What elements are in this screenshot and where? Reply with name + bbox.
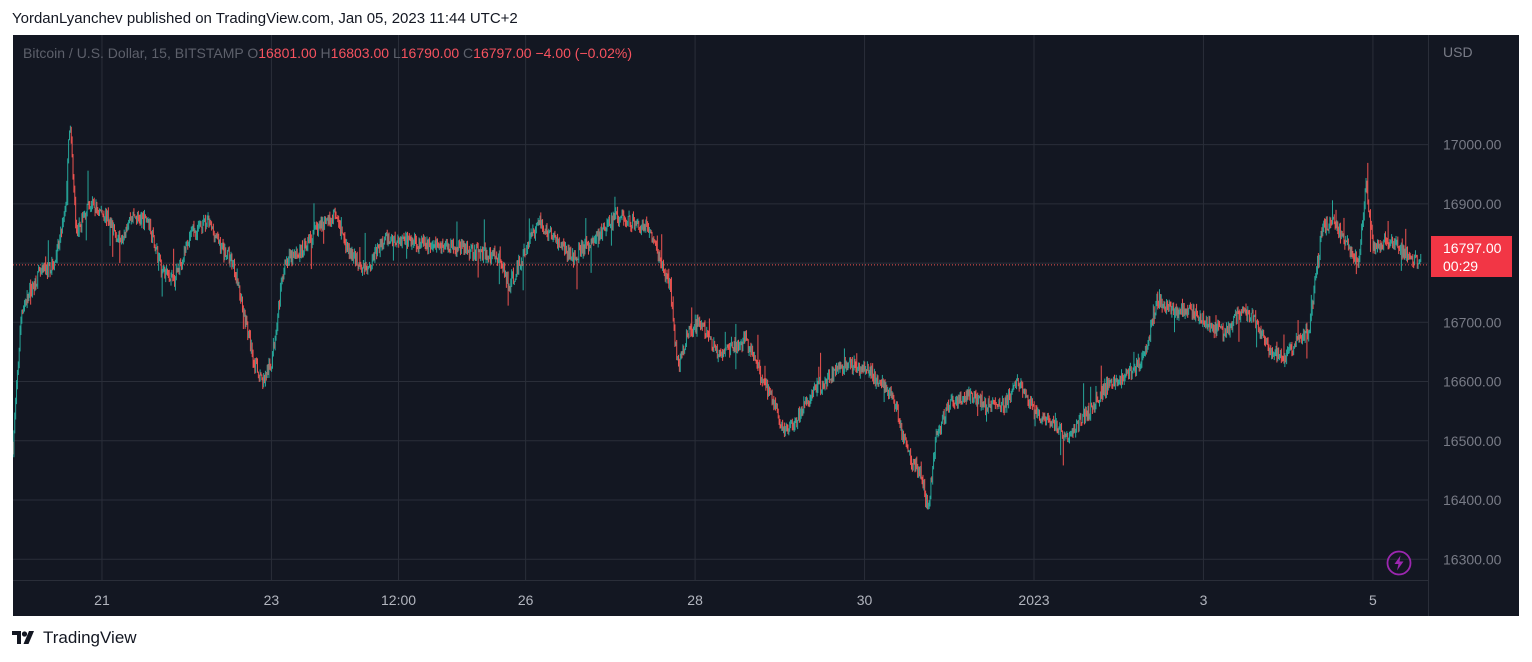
price-tick-label: 16700.00 xyxy=(1443,314,1502,330)
time-axis-divider xyxy=(13,580,1428,581)
price-axis[interactable]: 17000.0016900.0016800.0016700.0016600.00… xyxy=(1443,137,1502,568)
tradingview-brand: TradingView xyxy=(12,628,137,648)
time-tick-label: 12:00 xyxy=(381,592,416,608)
candles xyxy=(13,125,1422,510)
brand-name: TradingView xyxy=(43,628,137,647)
time-tick-label: 21 xyxy=(94,592,110,608)
time-tick-label: 23 xyxy=(264,592,280,608)
close-label: C xyxy=(463,45,474,61)
open-value: 16801.00 xyxy=(258,45,317,61)
price-axis-divider xyxy=(1428,35,1429,616)
low-value: 16790.00 xyxy=(400,45,460,61)
symbol-description: Bitcoin / U.S. Dollar, 15, BITSTAMP xyxy=(23,45,244,61)
open-label: O xyxy=(247,45,259,61)
time-tick-label: 2023 xyxy=(1018,592,1049,608)
lightning-bolt-icon[interactable] xyxy=(1386,550,1412,576)
time-tick-label: 5 xyxy=(1369,592,1377,608)
price-tick-label: 16600.00 xyxy=(1443,374,1502,390)
chart-pane[interactable]: USD 17000.0016900.0016800.0016700.001660… xyxy=(13,35,1519,616)
price-tick-label: 16400.00 xyxy=(1443,492,1502,508)
time-tick-label: 3 xyxy=(1200,592,1208,608)
time-tick-label: 26 xyxy=(518,592,534,608)
ohlc-legend: Bitcoin / U.S. Dollar, 15, BITSTAMP O168… xyxy=(23,45,632,61)
price-tick-label: 16900.00 xyxy=(1443,196,1502,212)
last-price-tag: 16797.00 00:29 xyxy=(1431,236,1512,277)
close-value: 16797.00 xyxy=(473,45,532,61)
tradingview-logo-icon xyxy=(12,631,34,644)
time-axis[interactable]: 21 23 12:00 26 28 30 2023 3 5 xyxy=(94,592,1377,608)
candlestick-chart[interactable]: USD 17000.0016900.0016800.0016700.001660… xyxy=(13,35,1519,616)
low-label: L xyxy=(392,45,401,61)
price-tick-label: 16300.00 xyxy=(1443,551,1502,567)
time-tick-label: 30 xyxy=(857,592,873,608)
currency-label: USD xyxy=(1443,44,1473,60)
price-tick-label: 17000.00 xyxy=(1443,137,1502,153)
bar-countdown: 00:29 xyxy=(1443,258,1479,274)
change-value: −4.00 (−0.02%) xyxy=(535,45,632,61)
last-price-value: 16797.00 xyxy=(1443,240,1502,256)
high-value: 16803.00 xyxy=(330,45,390,61)
publish-info: YordanLyanchev published on TradingView.… xyxy=(12,10,518,27)
grid-lines xyxy=(13,35,1428,580)
high-label: H xyxy=(320,45,331,61)
price-tick-label: 16500.00 xyxy=(1443,433,1502,449)
time-tick-label: 28 xyxy=(687,592,703,608)
